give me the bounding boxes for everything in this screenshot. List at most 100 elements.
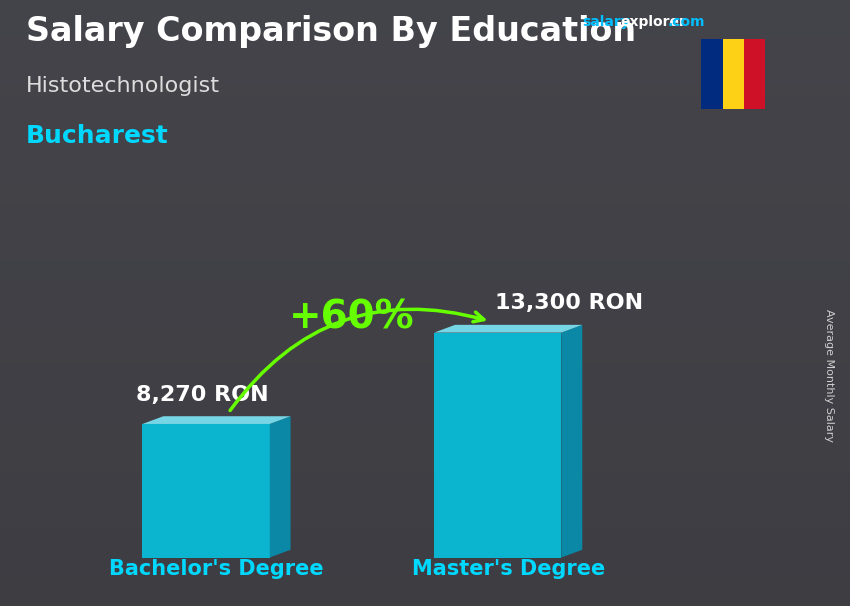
Bar (0, 79, 850, 85)
Text: explorer: explorer (620, 15, 686, 29)
Bar (0, 570, 850, 576)
Bar (0, 48, 850, 55)
Bar (0, 242, 850, 248)
Bar (701, 39, 722, 109)
Bar (0, 91, 850, 97)
Text: Histotechnologist: Histotechnologist (26, 76, 219, 96)
Text: Salary Comparison By Education: Salary Comparison By Education (26, 15, 636, 48)
Bar (0, 509, 850, 515)
Bar (0, 551, 850, 558)
Bar (0, 12, 850, 18)
Bar (0, 303, 850, 309)
Bar (0, 230, 850, 236)
Bar (0, 224, 850, 230)
Bar (0, 218, 850, 224)
Bar (0, 376, 850, 382)
Bar (0, 539, 850, 545)
Bar (0, 200, 850, 206)
Bar (0, 424, 850, 430)
Bar (0, 479, 850, 485)
Bar (0, 430, 850, 436)
Bar (0, 194, 850, 200)
Bar (0, 564, 850, 570)
Bar (0, 176, 850, 182)
Bar (0, 364, 850, 370)
Bar (0, 285, 850, 291)
Bar (0, 145, 850, 152)
Bar (0, 388, 850, 394)
Bar (744, 39, 765, 109)
Bar (0, 55, 850, 61)
Bar (0, 485, 850, 491)
Bar (0, 321, 850, 327)
Bar (0, 412, 850, 418)
Bar (0, 109, 850, 115)
Bar (0, 382, 850, 388)
Bar (0, 61, 850, 67)
Bar (0, 533, 850, 539)
Bar (0, 30, 850, 36)
Bar (0, 206, 850, 212)
Bar (0, 418, 850, 424)
Bar (0, 24, 850, 30)
Bar (0, 358, 850, 364)
Bar (0, 279, 850, 285)
Text: +60%: +60% (289, 299, 415, 337)
Bar (0, 600, 850, 606)
Bar (0, 339, 850, 345)
Bar (0, 521, 850, 527)
Bar (0, 152, 850, 158)
Bar (0, 212, 850, 218)
Bar (0, 436, 850, 442)
Bar (0, 158, 850, 164)
Bar (0, 164, 850, 170)
Bar (0, 36, 850, 42)
Bar (0, 503, 850, 509)
Polygon shape (434, 333, 561, 558)
Bar (0, 527, 850, 533)
Text: 8,270 RON: 8,270 RON (136, 385, 269, 405)
Bar (722, 39, 744, 109)
Bar (0, 309, 850, 315)
Bar (0, 42, 850, 48)
Text: Master's Degree: Master's Degree (411, 559, 605, 579)
Bar (0, 170, 850, 176)
Bar (0, 333, 850, 339)
Bar (0, 85, 850, 91)
Text: Bucharest: Bucharest (26, 124, 168, 148)
Polygon shape (434, 325, 582, 333)
Bar (0, 6, 850, 12)
Bar (0, 291, 850, 297)
Bar (0, 127, 850, 133)
Polygon shape (561, 325, 582, 558)
Bar (0, 103, 850, 109)
Bar (0, 400, 850, 406)
Bar (0, 345, 850, 351)
Bar (0, 0, 850, 6)
Text: Average Monthly Salary: Average Monthly Salary (824, 309, 834, 442)
Bar (0, 273, 850, 279)
Bar (0, 67, 850, 73)
Bar (0, 115, 850, 121)
Bar (0, 315, 850, 321)
Bar (0, 73, 850, 79)
Bar (0, 327, 850, 333)
Bar (0, 18, 850, 24)
Bar (0, 461, 850, 467)
Polygon shape (269, 416, 291, 558)
Bar (0, 370, 850, 376)
Bar (0, 97, 850, 103)
Bar (0, 545, 850, 551)
Bar (0, 576, 850, 582)
Bar (0, 515, 850, 521)
Bar (0, 497, 850, 503)
Bar (0, 297, 850, 303)
Polygon shape (143, 416, 291, 424)
Bar (0, 188, 850, 194)
Text: salary: salary (582, 15, 630, 29)
Bar (0, 582, 850, 588)
Bar (0, 448, 850, 454)
Bar (0, 454, 850, 461)
Polygon shape (143, 424, 269, 558)
Bar (0, 248, 850, 255)
